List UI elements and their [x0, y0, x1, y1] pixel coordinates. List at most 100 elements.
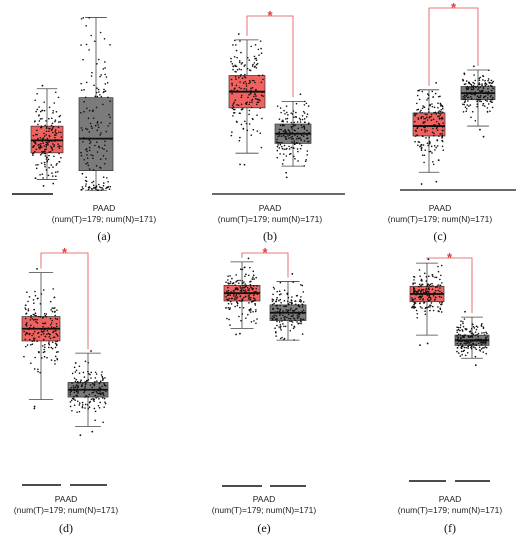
- data-point: [433, 112, 435, 114]
- data-point: [35, 148, 38, 151]
- data-point: [44, 343, 46, 346]
- data-point: [48, 335, 51, 338]
- data-point: [88, 131, 91, 133]
- data-point: [470, 87, 472, 89]
- data-point: [44, 148, 46, 151]
- data-point: [463, 103, 465, 106]
- data-point: [278, 118, 281, 120]
- data-point: [425, 288, 428, 290]
- data-point: [102, 176, 105, 179]
- data-point: [24, 317, 27, 320]
- data-point: [225, 281, 227, 283]
- data-point: [238, 293, 240, 295]
- data-point: [436, 286, 438, 288]
- data-point: [60, 145, 62, 148]
- data-point: [235, 298, 237, 300]
- data-point: [431, 105, 434, 108]
- data-point: [301, 333, 304, 335]
- data-point: [53, 336, 56, 338]
- data-point: [40, 293, 43, 295]
- data-point: [300, 124, 303, 126]
- data-point: [44, 152, 47, 155]
- data-point: [43, 101, 46, 103]
- data-point: [55, 132, 58, 135]
- data-point: [464, 354, 467, 357]
- data-point: [308, 131, 310, 134]
- data-point: [421, 283, 424, 286]
- data-point: [238, 139, 241, 142]
- data-point: [34, 312, 37, 315]
- data-point: [43, 132, 45, 135]
- data-point: [30, 343, 32, 346]
- data-point: [254, 310, 257, 313]
- data-point: [487, 103, 490, 105]
- data-point: [464, 99, 467, 101]
- data-point: [471, 334, 473, 337]
- data-point: [282, 120, 285, 123]
- data-point: [287, 313, 290, 316]
- data-point: [474, 119, 477, 122]
- data-point: [257, 291, 259, 294]
- data-point: [80, 127, 83, 129]
- data-point: [255, 103, 258, 106]
- data-point: [108, 113, 110, 116]
- data-point: [298, 313, 301, 316]
- outliers: [79, 350, 94, 437]
- data-point: [424, 149, 427, 151]
- data-point: [279, 304, 281, 307]
- data-point: [232, 282, 235, 284]
- data-point: [97, 138, 99, 140]
- data-point: [42, 351, 45, 354]
- outliers: [33, 267, 38, 410]
- data-point: [103, 88, 105, 91]
- data-point: [58, 152, 60, 155]
- data-point: [430, 115, 432, 118]
- data-point: [110, 138, 112, 140]
- data-point: [474, 86, 477, 89]
- data-point: [80, 17, 83, 20]
- data-point: [481, 90, 484, 93]
- data-point: [300, 134, 303, 137]
- data-point: [485, 352, 488, 355]
- data-point: [241, 62, 244, 64]
- data-point: [470, 347, 473, 350]
- data-point: [51, 347, 54, 350]
- data-point: [427, 108, 430, 111]
- data-point: [241, 77, 244, 80]
- data-point: [424, 131, 426, 133]
- data-point: [242, 82, 245, 84]
- data-point: [305, 158, 308, 161]
- category-label: PAAD: [253, 494, 276, 504]
- data-point: [238, 112, 241, 114]
- data-point: [48, 140, 51, 143]
- data-point: [438, 310, 440, 313]
- outlier-point: [426, 342, 429, 345]
- data-point: [468, 105, 470, 107]
- data-point: [46, 356, 48, 359]
- data-point: [437, 284, 439, 286]
- data-point: [98, 91, 100, 93]
- data-point: [83, 390, 86, 392]
- box-n: [460, 65, 496, 138]
- data-point: [483, 334, 486, 336]
- data-point: [279, 107, 282, 109]
- data-point: [109, 100, 111, 103]
- data-point: [38, 351, 40, 354]
- data-point: [33, 340, 35, 342]
- data-point: [289, 131, 291, 133]
- data-point: [437, 306, 439, 308]
- data-point: [244, 120, 246, 123]
- data-point: [236, 56, 238, 59]
- outliers: [235, 257, 250, 336]
- data-point: [228, 318, 230, 321]
- data-point: [26, 321, 28, 324]
- data-point: [280, 111, 282, 114]
- data-point: [50, 346, 53, 349]
- data-point: [47, 332, 50, 335]
- data-point: [81, 189, 83, 191]
- data-point: [245, 85, 248, 87]
- data-point: [434, 292, 437, 295]
- point-cloud: [69, 360, 107, 424]
- data-point: [80, 89, 83, 91]
- data-point: [88, 393, 91, 396]
